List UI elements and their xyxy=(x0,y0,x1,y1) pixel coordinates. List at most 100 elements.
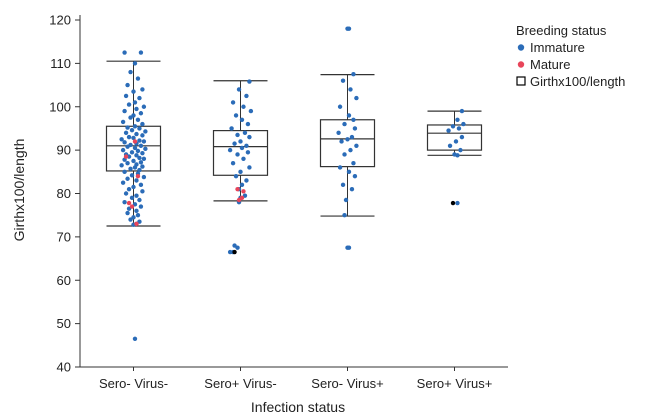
data-point xyxy=(132,61,138,66)
data-point xyxy=(245,150,251,155)
data-point xyxy=(450,124,456,129)
data-point xyxy=(461,121,466,127)
data-point xyxy=(120,119,126,125)
data-point xyxy=(233,113,239,118)
data-point xyxy=(348,147,353,153)
data-point xyxy=(123,191,129,196)
data-point xyxy=(123,130,129,135)
iqr-box xyxy=(319,119,376,168)
data-point xyxy=(134,131,139,137)
boxes xyxy=(105,60,483,227)
data-point xyxy=(349,186,355,192)
data-point xyxy=(455,200,460,206)
data-point xyxy=(446,128,451,133)
data-point xyxy=(131,89,136,94)
data-point xyxy=(339,139,344,144)
data-point xyxy=(352,126,358,131)
x-tick-label: Sero- Virus- xyxy=(99,376,168,391)
y-tick-label: 120 xyxy=(49,13,71,28)
data-point xyxy=(122,108,127,114)
data-point xyxy=(239,145,245,151)
data-point xyxy=(456,126,462,131)
data-point xyxy=(143,146,148,152)
data-point xyxy=(140,87,145,92)
data-point xyxy=(340,182,346,188)
data-point xyxy=(141,104,147,109)
data-point xyxy=(131,158,136,164)
y-tick-label: 110 xyxy=(50,56,71,71)
data-point xyxy=(141,156,147,161)
data-point xyxy=(236,197,242,203)
y-tick-label: 100 xyxy=(49,99,71,114)
y-tick-label: 90 xyxy=(57,143,71,158)
legend-title: Breeding status xyxy=(516,23,607,38)
data-point xyxy=(128,166,133,171)
legend-marker-2 xyxy=(517,61,525,68)
data-point xyxy=(346,169,352,175)
y-tick-label: 70 xyxy=(57,229,71,244)
data-point xyxy=(128,115,133,120)
y-tick-label: 60 xyxy=(57,273,71,288)
data-point xyxy=(138,182,144,188)
data-point xyxy=(125,144,130,149)
data-point xyxy=(343,197,349,203)
data-point xyxy=(119,137,124,142)
data-point xyxy=(245,121,251,127)
data-point xyxy=(120,180,126,185)
data-point xyxy=(123,154,129,159)
data-point xyxy=(232,141,237,146)
data-point xyxy=(122,169,127,175)
y-tick-label: 50 xyxy=(57,316,71,331)
data-point xyxy=(455,153,460,158)
data-point xyxy=(247,79,252,84)
legend-marker-3 xyxy=(516,76,526,86)
data-point xyxy=(138,143,144,148)
data-point xyxy=(125,210,130,216)
data-point xyxy=(450,200,456,206)
data-point xyxy=(342,212,347,218)
data-point xyxy=(458,147,463,153)
plot-area: 40 50 60 70 80 90 100 110 120 Sero- Virus- Sero+ … xyxy=(49,13,508,391)
data-point xyxy=(346,26,352,31)
data-point xyxy=(233,173,239,179)
data-point xyxy=(242,130,248,135)
data-point xyxy=(248,108,254,114)
data-point xyxy=(346,113,352,118)
data-point xyxy=(241,189,246,194)
data-point xyxy=(131,184,136,190)
data-point xyxy=(138,160,144,165)
data-point xyxy=(132,100,138,105)
box-3 xyxy=(319,74,376,217)
y-axis-title: Girthx100/length xyxy=(11,139,27,242)
data-point xyxy=(138,111,144,116)
data-point xyxy=(132,139,138,144)
data-point xyxy=(337,104,343,109)
data-point xyxy=(241,104,246,109)
data-point xyxy=(229,126,234,131)
data-point xyxy=(135,173,141,179)
legend-label-3: Girthx100/length xyxy=(530,74,625,89)
data-point xyxy=(140,121,145,127)
data-point xyxy=(455,117,460,122)
legend: Breeding status Immature Mature Girthx100/… xyxy=(516,23,625,89)
data-point xyxy=(123,93,129,99)
data-point xyxy=(354,95,359,101)
data-point xyxy=(236,87,242,92)
data-point xyxy=(459,134,465,140)
data-point xyxy=(134,106,139,112)
data-point xyxy=(140,189,145,194)
data-point xyxy=(134,221,139,227)
data-point xyxy=(119,163,124,168)
data-point xyxy=(342,121,347,127)
data-point xyxy=(138,50,144,55)
y-tick-label: 80 xyxy=(57,186,71,201)
data-point xyxy=(129,173,135,178)
data-point xyxy=(447,143,453,148)
data-point xyxy=(235,132,240,138)
data-point xyxy=(122,140,127,145)
data-point xyxy=(140,133,145,138)
data-point xyxy=(125,82,130,88)
legend-marker-1 xyxy=(517,44,525,51)
data-point xyxy=(235,152,240,157)
